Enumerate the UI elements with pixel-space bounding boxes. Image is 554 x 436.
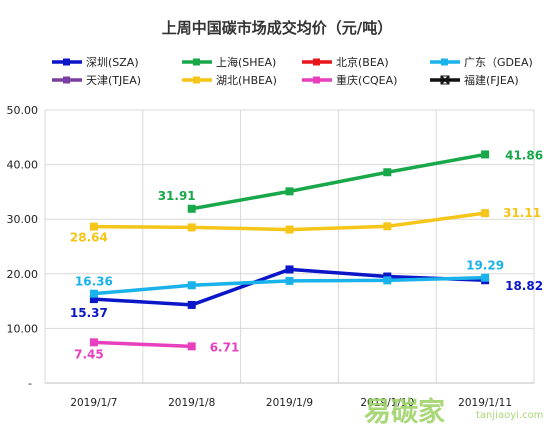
chart-title: 上周中国碳市场成交均价（元/吨）: [162, 19, 392, 37]
legend-marker-box-fjea: [440, 75, 450, 85]
x-tick-label-3: 2019/1/10: [360, 397, 414, 409]
legend-label-gdea: 广东（GDEA): [464, 56, 533, 69]
data-label-shea-4: 41.86: [505, 148, 543, 162]
legend-marker-fjea: [440, 75, 450, 85]
point-sza-2: [285, 265, 294, 274]
watermark: 易碳家 tanjiaoyi.com: [364, 396, 543, 428]
series-cqea: [89, 338, 196, 351]
y-tick-label-3: 30.00: [7, 213, 39, 226]
point-sza-0: [89, 295, 98, 304]
legend-marker-sza: [63, 58, 70, 66]
legend-label-fjea: 福建(FJEA): [464, 73, 519, 87]
point-hbea-4: [481, 209, 490, 218]
point-sza-1: [187, 300, 196, 309]
x-axis: 2019/1/7 2019/1/8 2019/1/9 2019/1/10 2019/1/…: [45, 382, 534, 409]
data-labels: 15.37 18.82 31.91 41.86 16.36 19.29 28.64 31.11…: [70, 148, 543, 361]
point-cqea-0: [89, 338, 98, 347]
data-label-cqea-1: 6.71: [210, 340, 240, 354]
legend: 深圳(SZA) 上海(SHEA) 北京(BEA) 广东（GDEA) 天津(TJEA) 湖北…: [52, 55, 533, 87]
point-shea-2: [285, 187, 294, 196]
point-hbea-3: [383, 222, 392, 231]
data-label-sza-0: 15.37: [70, 306, 108, 320]
point-shea-4: [481, 150, 490, 159]
watermark-url-text: tanjiaoyi.com: [476, 410, 543, 421]
point-hbea-0: [89, 222, 98, 231]
data-label-cqea-0: 7.45: [74, 347, 104, 361]
watermark-logo-text: 易碳家: [364, 396, 445, 428]
legend-marker-gdea: [441, 58, 448, 66]
y-tick-label-0: -: [28, 377, 32, 390]
series-hbea: [89, 209, 490, 234]
legend-marker-cqea: [313, 76, 320, 84]
legend-marker-tjea: [63, 76, 70, 84]
y-axis: - 10.00 20.00 30.00 40.00 50.00: [7, 104, 39, 390]
data-label-hbea-4: 31.11: [503, 206, 541, 220]
series-line-shea: [191, 152, 486, 211]
data-label-sza-4: 18.82: [505, 279, 543, 293]
legend-label-cqea: 重庆(CQEA): [336, 73, 397, 87]
series-line-cqea: [93, 340, 192, 349]
series-gdea: [89, 273, 490, 298]
legend-label-hbea: 湖北(HBEA): [216, 74, 277, 87]
point-shea-3: [383, 168, 392, 177]
legend-label-sza: 深圳(SZA): [86, 56, 139, 69]
legend-marker-bea: [313, 58, 320, 66]
point-gdea-1: [187, 281, 196, 290]
data-label-gdea-4: 19.29: [466, 259, 504, 273]
y-tick-label-1: 10.00: [7, 322, 39, 335]
data-label-hbea-0: 28.64: [70, 231, 108, 245]
legend-label-tjea: 天津(TJEA): [86, 74, 141, 87]
y-tick-label-4: 40.00: [7, 159, 39, 172]
legend-label-shea: 上海(SHEA): [216, 55, 276, 69]
point-gdea-0: [89, 289, 98, 298]
gridlines: [44, 109, 535, 383]
legend-marker-shea: [193, 58, 200, 66]
x-tick-label-2: 2019/1/9: [266, 397, 313, 409]
data-label-shea-1: 31.91: [158, 189, 196, 203]
series-shea: [187, 150, 490, 213]
series-group: [89, 150, 490, 351]
x-tick-label-0: 2019/1/7: [70, 397, 117, 409]
point-gdea-4: [481, 273, 490, 282]
x-tick-label-1: 2019/1/8: [168, 397, 215, 409]
x-tick-label-4: 2019/1/11: [458, 397, 512, 409]
y-tick-label-2: 20.00: [7, 268, 39, 281]
point-cqea-1: [187, 342, 196, 351]
y-tick-label-5: 50.00: [7, 104, 39, 117]
data-label-gdea-0: 16.36: [75, 275, 113, 289]
point-hbea-2: [285, 225, 294, 234]
point-shea-1: [187, 204, 196, 213]
point-hbea-1: [187, 223, 196, 232]
point-gdea-2: [285, 276, 294, 285]
point-gdea-3: [383, 276, 392, 285]
legend-label-bea: 北京(BEA): [336, 55, 389, 69]
legend-marker-hbea: [193, 76, 200, 84]
